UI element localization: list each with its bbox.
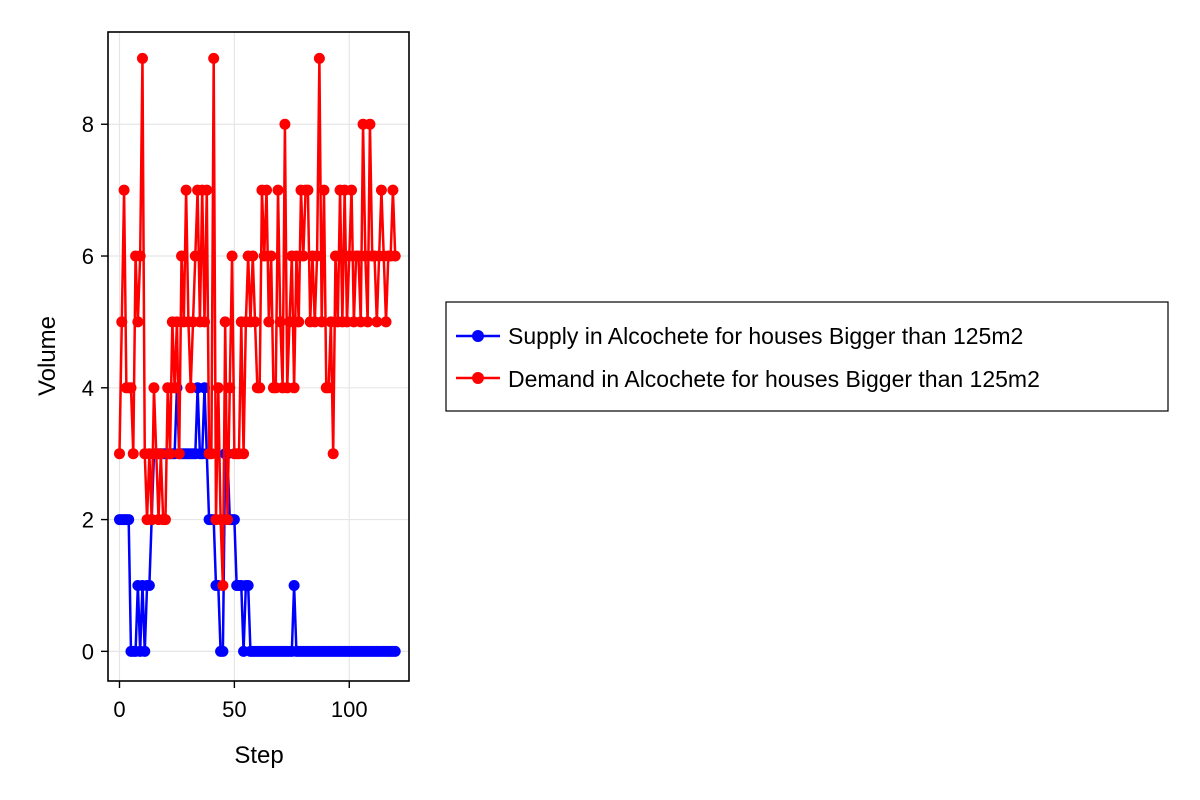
- data-point-demand: [249, 316, 261, 328]
- data-point-supply: [143, 579, 155, 591]
- data-point-demand: [127, 448, 139, 460]
- data-point-supply: [217, 645, 229, 657]
- legend-label-supply: Supply in Alcochete for houses Bigger th…: [508, 323, 1023, 349]
- data-point-demand: [247, 250, 259, 262]
- data-point-demand: [311, 250, 323, 262]
- data-point-demand: [169, 382, 181, 394]
- data-point-demand: [288, 382, 300, 394]
- data-point-demand: [316, 316, 328, 328]
- legend-box: [445, 301, 1169, 412]
- data-point-demand: [371, 316, 383, 328]
- data-point-supply: [288, 579, 300, 591]
- data-point-demand: [364, 118, 376, 130]
- y-tick-label: 4: [82, 376, 94, 401]
- data-point-demand: [132, 316, 144, 328]
- data-point-demand: [125, 382, 137, 394]
- x-axis-title: Step: [234, 742, 283, 769]
- legend-marker-demand: [472, 372, 484, 384]
- data-point-demand: [185, 382, 197, 394]
- data-point-demand: [217, 579, 229, 591]
- y-tick-label: 0: [82, 639, 94, 664]
- data-point-demand: [173, 448, 185, 460]
- data-point-demand: [221, 514, 233, 526]
- data-point-demand: [134, 250, 146, 262]
- data-point-demand: [176, 250, 188, 262]
- data-point-demand: [293, 316, 305, 328]
- data-point-demand: [318, 184, 330, 196]
- legend-marker-supply: [472, 330, 484, 342]
- data-point-demand: [375, 184, 387, 196]
- data-point-demand: [118, 184, 130, 196]
- data-point-demand: [212, 382, 224, 394]
- y-axis-title: Volume: [34, 316, 61, 396]
- data-point-demand: [389, 250, 401, 262]
- data-point-demand: [208, 52, 220, 64]
- data-point-demand: [238, 448, 250, 460]
- data-point-demand: [180, 184, 192, 196]
- data-point-demand: [323, 382, 335, 394]
- data-point-supply: [199, 382, 210, 394]
- data-point-demand: [226, 250, 238, 262]
- data-point-supply: [242, 579, 254, 591]
- data-point-demand: [113, 448, 125, 460]
- y-tick-label: 6: [82, 244, 94, 269]
- plot-series: [113, 52, 401, 657]
- legend-label-demand: Demand in Alcochete for houses Bigger th…: [508, 366, 1040, 392]
- data-point-demand: [284, 316, 296, 328]
- x-tick-label: 50: [222, 697, 246, 722]
- data-point-supply: [123, 514, 135, 526]
- data-point-demand: [219, 316, 231, 328]
- x-tick-label: 100: [331, 697, 368, 722]
- y-tick-label: 2: [82, 508, 94, 533]
- data-point-demand: [329, 250, 341, 262]
- data-point-demand: [116, 316, 128, 328]
- data-point-demand: [201, 184, 213, 196]
- data-point-demand: [302, 184, 314, 196]
- axis-ticks: 0 50 100 0 2 4 6 8: [82, 112, 368, 722]
- legend: Supply in Alcochete for houses Bigger th…: [445, 301, 1169, 412]
- data-point-supply: [139, 645, 151, 657]
- data-point-demand: [380, 316, 392, 328]
- data-point-demand: [148, 382, 160, 394]
- plot-frame: [107, 31, 410, 682]
- data-point-demand: [346, 184, 358, 196]
- data-point-demand: [313, 52, 325, 64]
- data-point-demand: [199, 316, 210, 328]
- data-point-demand: [261, 184, 273, 196]
- data-point-demand: [263, 316, 275, 328]
- data-point-demand: [387, 184, 399, 196]
- data-point-demand: [205, 448, 217, 460]
- data-point-demand: [297, 250, 309, 262]
- data-point-demand: [362, 316, 374, 328]
- data-point-supply: [389, 645, 401, 657]
- data-point-demand: [164, 448, 176, 460]
- data-point-demand: [189, 250, 201, 262]
- data-point-demand: [279, 118, 291, 130]
- data-point-demand: [327, 448, 339, 460]
- data-point-demand: [224, 382, 236, 394]
- data-point-demand: [254, 382, 266, 394]
- x-tick-label: 0: [113, 697, 125, 722]
- data-point-demand: [274, 316, 286, 328]
- data-point-demand: [272, 184, 284, 196]
- data-point-demand: [155, 448, 167, 460]
- data-point-demand: [136, 52, 148, 64]
- data-point-demand: [265, 250, 277, 262]
- data-point-demand: [159, 514, 171, 526]
- y-tick-label: 8: [82, 112, 94, 137]
